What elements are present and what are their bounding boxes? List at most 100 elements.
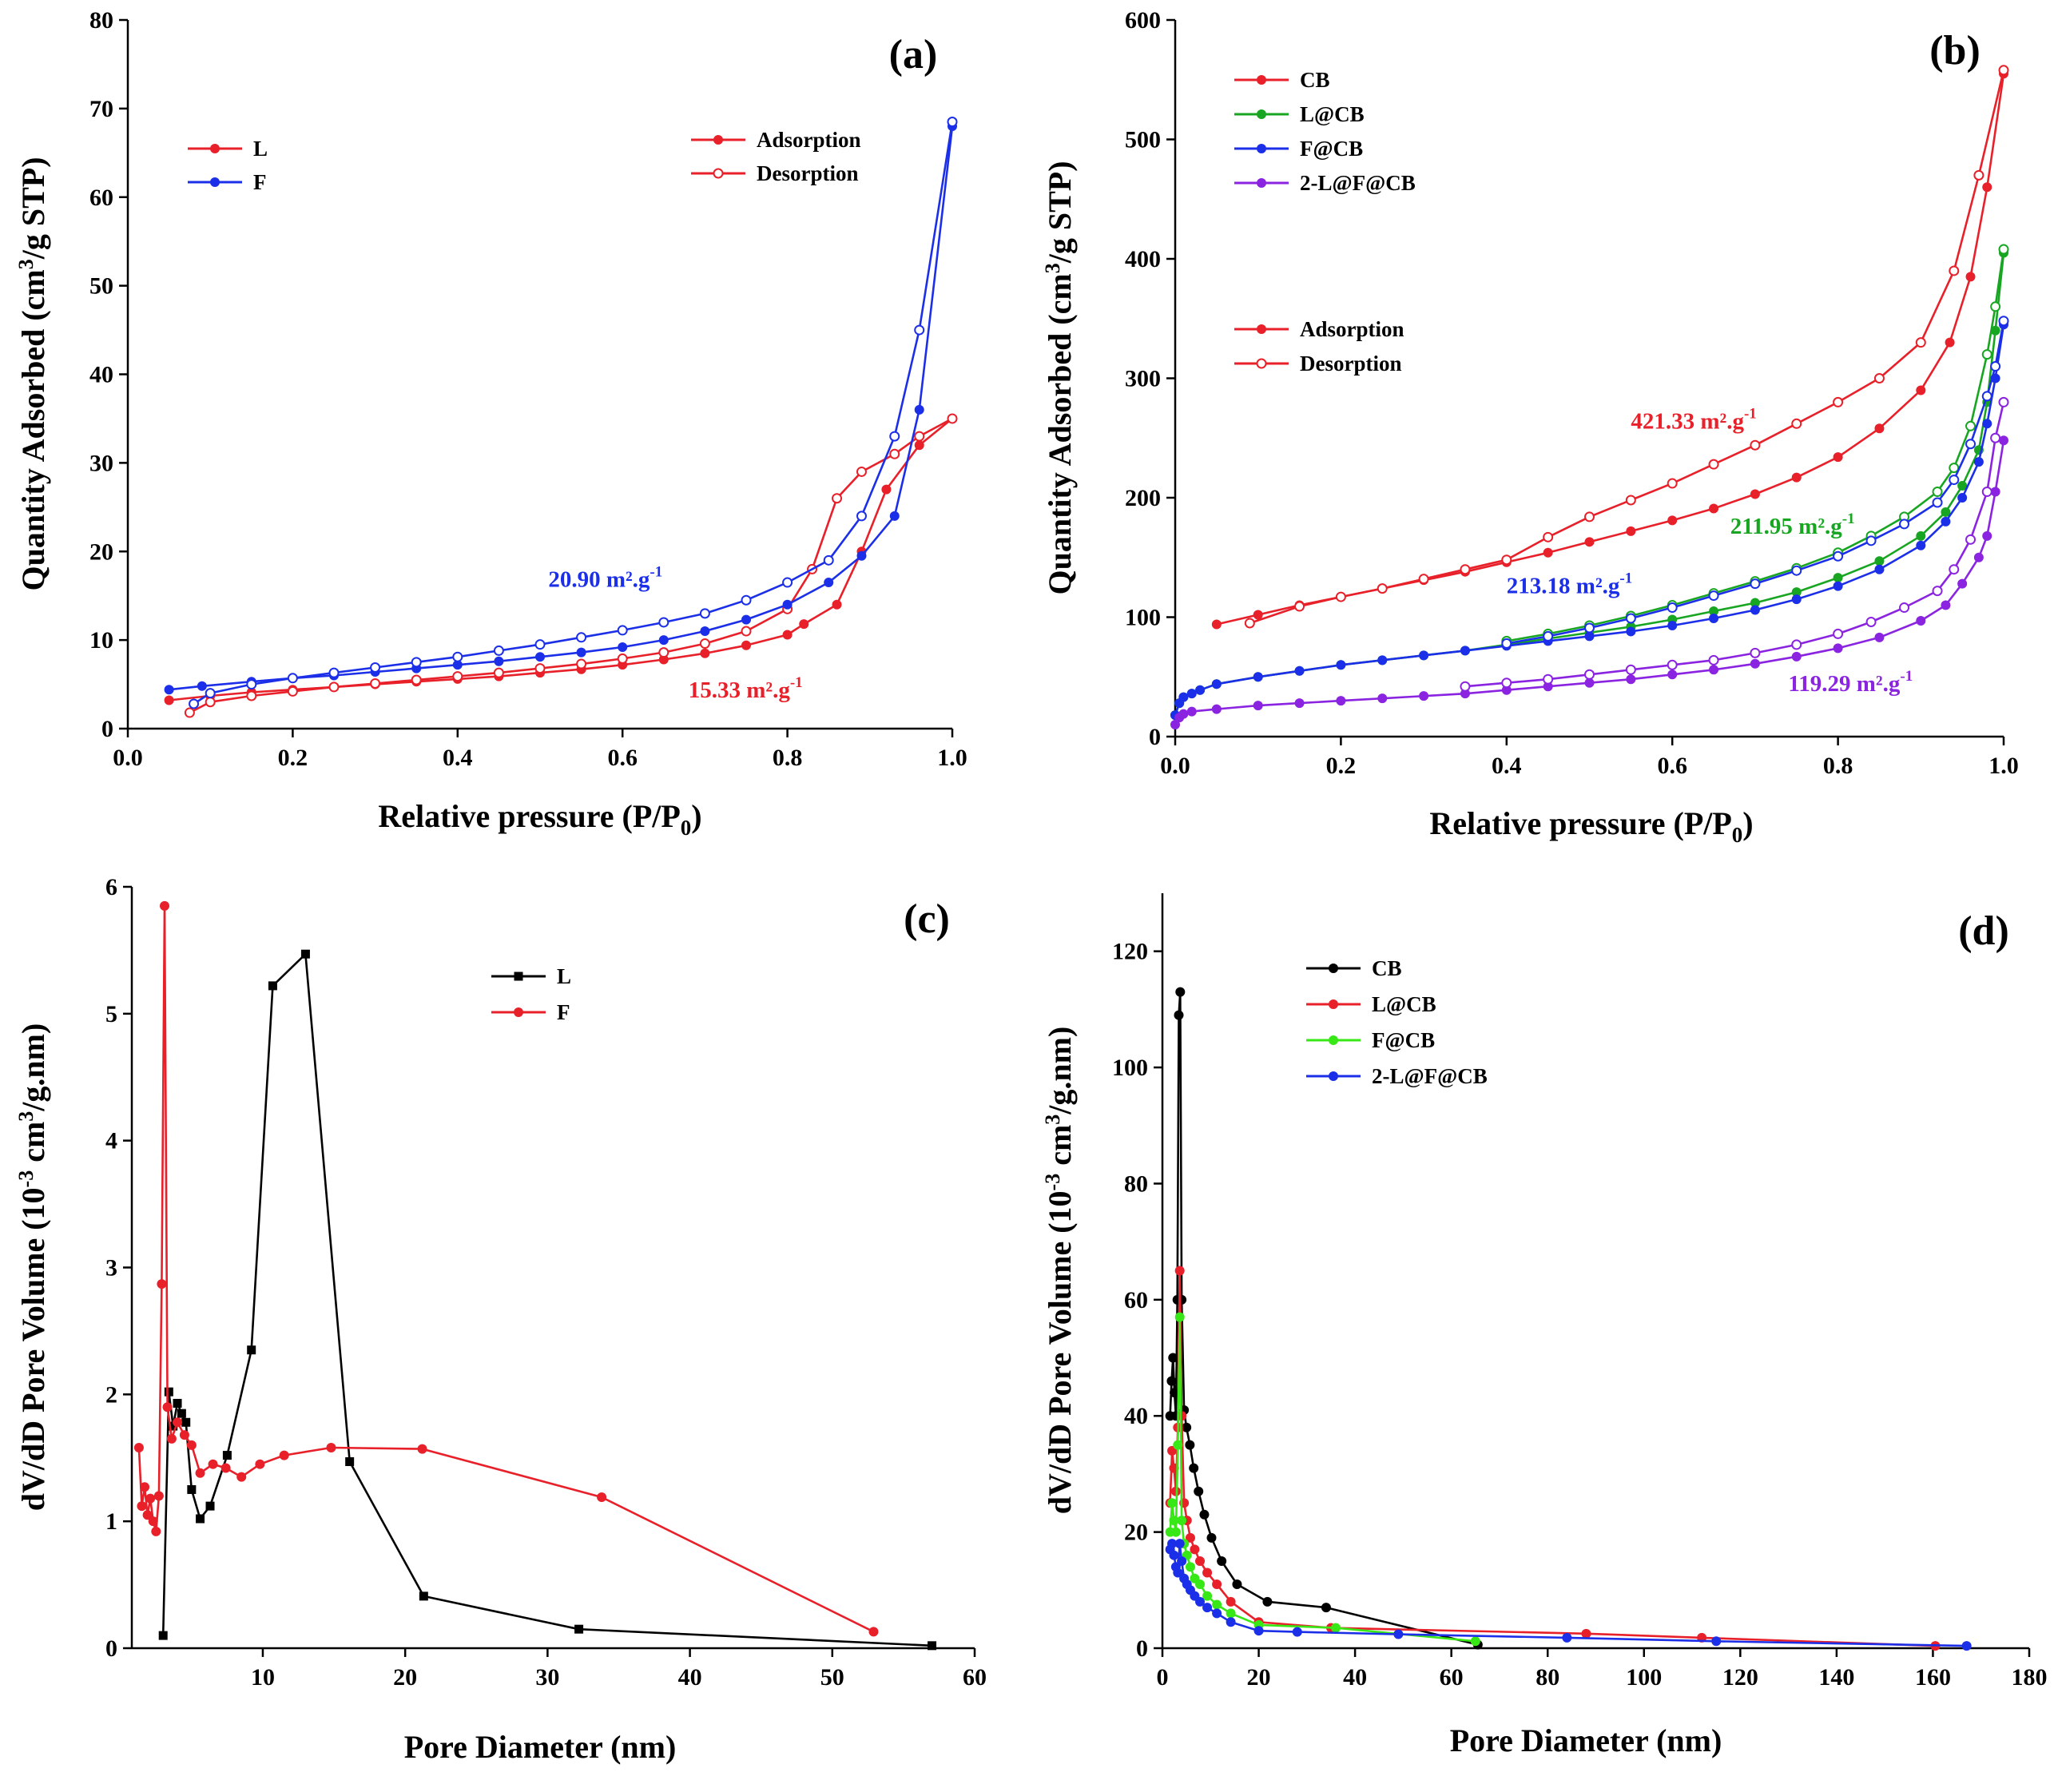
data-point bbox=[1460, 681, 1471, 692]
data-point bbox=[1173, 1440, 1183, 1450]
data-point bbox=[1584, 537, 1595, 547]
data-point bbox=[411, 674, 422, 685]
data-point bbox=[494, 656, 504, 666]
series-line bbox=[1174, 439, 2005, 725]
data-point bbox=[195, 1468, 205, 1478]
data-point bbox=[914, 440, 924, 451]
y-tick-label: 4 bbox=[105, 1128, 117, 1154]
y-tick-label: 20 bbox=[89, 538, 113, 565]
data-point bbox=[1167, 1498, 1178, 1508]
data-point bbox=[246, 679, 257, 690]
data-point bbox=[1709, 503, 1719, 514]
data-point bbox=[1709, 665, 1719, 675]
data-point bbox=[1170, 720, 1180, 730]
series-legend-entry: CB bbox=[1306, 956, 1402, 980]
y-tick-label: 5 bbox=[105, 1001, 117, 1027]
data-point bbox=[345, 1457, 355, 1467]
data-point bbox=[1998, 396, 2009, 407]
data-point bbox=[658, 617, 669, 628]
data-point bbox=[1708, 459, 1719, 470]
data-point bbox=[1195, 1579, 1206, 1590]
series-legend-label: F bbox=[557, 1000, 570, 1024]
data-point bbox=[832, 599, 842, 610]
data-point bbox=[1211, 679, 1222, 689]
series-legend-entry: 2-L@F@CB bbox=[1306, 1064, 1488, 1088]
data-point bbox=[782, 599, 793, 610]
data-point bbox=[1418, 574, 1429, 585]
y-tick-label: 40 bbox=[1124, 1403, 1148, 1429]
data-point bbox=[1973, 457, 1984, 467]
x-tick-label: 160 bbox=[1915, 1664, 1951, 1691]
data-point bbox=[1709, 606, 1719, 617]
data-point bbox=[1211, 619, 1222, 630]
series-legend-label: CB bbox=[1372, 956, 1402, 980]
sample-legend-label: L@CB bbox=[1300, 102, 1365, 126]
data-point bbox=[1177, 1516, 1187, 1526]
x-tick-label: 0.6 bbox=[1657, 753, 1687, 779]
data-point bbox=[1244, 618, 1255, 629]
data-point bbox=[1916, 540, 1926, 550]
panel-label: (b) bbox=[1929, 28, 1981, 74]
data-point bbox=[268, 981, 277, 991]
series-legend-marker bbox=[1329, 964, 1338, 973]
data-point bbox=[1625, 613, 1636, 624]
data-point bbox=[868, 1627, 879, 1637]
series-legend-marker bbox=[1329, 1071, 1338, 1081]
data-point bbox=[1185, 1532, 1195, 1543]
sample-legend-marker bbox=[1257, 178, 1266, 188]
data-point bbox=[164, 1387, 173, 1397]
data-point bbox=[658, 654, 669, 665]
data-point bbox=[1175, 987, 1186, 997]
branch-legend-entry: Adsorption bbox=[1234, 317, 1404, 341]
x-axis-title: Relative pressure (P/P0) bbox=[378, 798, 701, 840]
x-tick-label: 40 bbox=[678, 1664, 702, 1691]
data-point bbox=[1833, 573, 1843, 583]
x-tick-label: 0 bbox=[1157, 1664, 1169, 1691]
y-tick-label: 600 bbox=[1125, 7, 1161, 34]
data-point bbox=[1865, 616, 1877, 627]
y-tick-label: 0 bbox=[1136, 1635, 1148, 1662]
data-point bbox=[133, 1443, 144, 1453]
data-point bbox=[1916, 530, 1926, 541]
data-point bbox=[1212, 1599, 1222, 1610]
data-point bbox=[1865, 535, 1877, 546]
data-point bbox=[1981, 349, 1992, 360]
data-point bbox=[1202, 1591, 1213, 1601]
x-axis-title: Relative pressure (P/P0) bbox=[1429, 805, 1753, 847]
data-point bbox=[1178, 692, 1189, 702]
data-point bbox=[700, 626, 710, 637]
data-point bbox=[177, 1409, 186, 1418]
data-point bbox=[187, 1484, 197, 1494]
data-point bbox=[419, 1591, 428, 1601]
x-tick-label: 50 bbox=[820, 1664, 844, 1691]
sample-legend-marker bbox=[1257, 109, 1266, 119]
y-tick-label: 300 bbox=[1125, 366, 1161, 392]
data-point bbox=[1990, 432, 2001, 443]
data-point bbox=[1190, 1544, 1200, 1555]
sample-legend-entry: L bbox=[188, 137, 268, 161]
x-tick-label: 140 bbox=[1818, 1664, 1854, 1691]
x-tick-label: 0.6 bbox=[607, 745, 638, 771]
data-point bbox=[145, 1493, 156, 1504]
data-point bbox=[741, 614, 751, 625]
panel-b-isotherm-chart: 0.0 0.2 0.4 0.6 0.8 1.0 0 100 200 300 400 500 600 (b)… bbox=[1041, 7, 2019, 847]
y-axis-title: dV/dD Pore Volume (10-3 cm3/g.nm) bbox=[14, 1023, 51, 1512]
series-legend-marker bbox=[1329, 999, 1338, 1009]
x-tick-label: 20 bbox=[1247, 1664, 1271, 1691]
x-tick-label: 1.0 bbox=[1988, 753, 2019, 779]
data-point bbox=[205, 697, 216, 708]
data-point bbox=[658, 635, 669, 646]
data-point bbox=[1965, 439, 1977, 450]
x-axis-title: Pore Diameter (nm) bbox=[1450, 1722, 1722, 1758]
data-point bbox=[157, 1279, 167, 1289]
data-point bbox=[914, 324, 925, 336]
data-point bbox=[287, 685, 298, 697]
data-point bbox=[493, 645, 504, 656]
y-tick-label: 500 bbox=[1125, 127, 1161, 153]
y-tick-label: 100 bbox=[1112, 1055, 1148, 1081]
data-point bbox=[1708, 590, 1719, 602]
data-point bbox=[1202, 1568, 1213, 1578]
data-point bbox=[824, 578, 834, 588]
data-point bbox=[370, 677, 381, 689]
y-tick-label: 60 bbox=[89, 185, 113, 211]
